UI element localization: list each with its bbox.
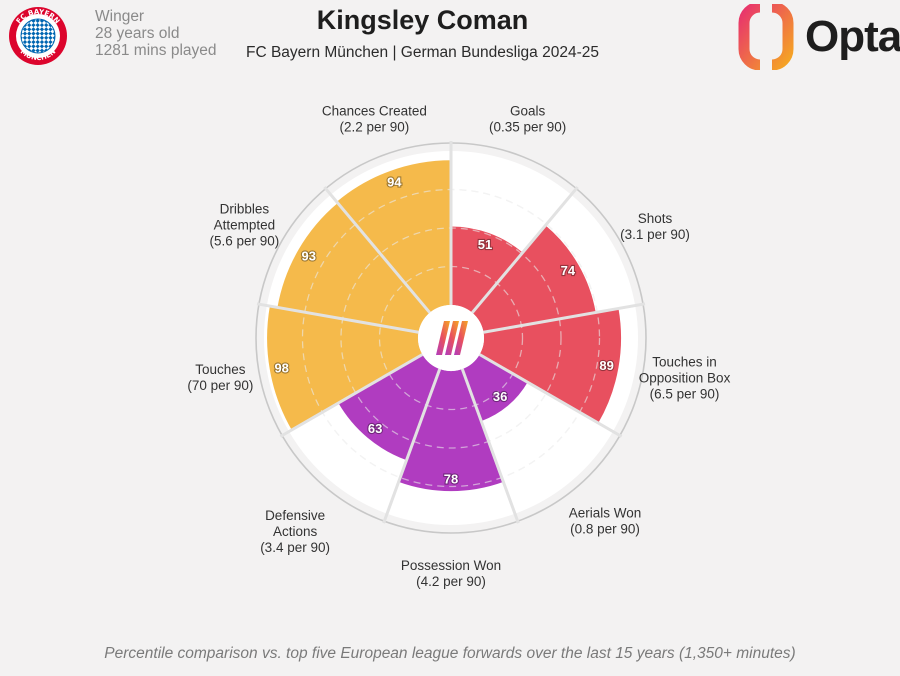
category-label-line: Defensive <box>265 508 325 523</box>
value-label-5: 78 <box>444 472 458 487</box>
category-label-line: (0.8 per 90) <box>570 522 640 537</box>
page-title: Kingsley Coman <box>316 5 529 35</box>
category-label-1: Goals (0.35 per 90) <box>489 104 566 135</box>
bar-3 <box>479 308 622 424</box>
value-label-4: 36 <box>493 389 507 404</box>
category-label-line: (3.4 per 90) <box>260 540 330 555</box>
category-label-line: Chances Created <box>322 104 427 119</box>
footnote: Percentile comparison vs. top five Europ… <box>104 645 796 662</box>
bar-8 <box>277 203 430 333</box>
brand-mark-icon <box>738 1 794 71</box>
page-subtitle: FC Bayern München | German Bundesliga 20… <box>246 44 599 61</box>
category-label-line: Opposition Box <box>639 370 731 385</box>
category-label-line: Possession Won <box>401 558 501 573</box>
value-label-7: 98 <box>274 360 288 375</box>
spoke <box>460 368 520 524</box>
value-label-3: 89 <box>599 358 613 373</box>
spoke <box>471 186 579 314</box>
spoke <box>323 186 431 314</box>
bar-2 <box>472 225 596 333</box>
spoke <box>279 353 424 438</box>
category-label-line: Touches <box>195 362 246 377</box>
category-label-line: Dribbles <box>220 202 270 217</box>
category-label-3: Touches in Opposition Box (6.5 per 90) <box>639 354 731 401</box>
category-label-line: (3.1 per 90) <box>620 227 690 242</box>
category-label-line: (70 per 90) <box>187 378 253 393</box>
hub-stripe <box>445 321 459 355</box>
bar-9 <box>336 160 451 313</box>
header: FC BAYERN MÜNCHEN Winger 28 years old 12… <box>0 0 900 80</box>
category-label-line: (4.2 per 90) <box>416 574 486 589</box>
category-label-6: Defensive Actions (3.4 per 90) <box>260 508 330 555</box>
player-info: Winger 28 years old 1281 mins played <box>95 8 217 59</box>
spoke <box>478 353 623 438</box>
category-label-line: (6.5 per 90) <box>650 386 720 401</box>
category-label-8: Dribbles Attempted (5.6 per 90) <box>210 202 280 249</box>
value-label-9: 94 <box>387 175 402 190</box>
hub-stripe <box>436 321 450 355</box>
category-label-4: Aerials Won (0.8 per 90) <box>569 506 642 537</box>
spoke <box>483 302 646 334</box>
player-minutes: 1281 mins played <box>95 42 217 59</box>
center-brand-icon <box>436 321 468 355</box>
category-label-line: Attempted <box>214 218 276 233</box>
value-label-8: 93 <box>302 248 316 263</box>
category-label-line: Actions <box>273 524 318 539</box>
spoke <box>382 368 442 524</box>
brand-logo: Opta <box>738 1 900 71</box>
category-label-7: Touches (70 per 90) <box>187 362 253 393</box>
player-position: Winger <box>95 8 145 25</box>
club-badge: FC BAYERN MÜNCHEN <box>9 7 67 65</box>
player-age: 28 years old <box>95 25 180 42</box>
value-label-2: 74 <box>561 263 576 278</box>
brand-wordmark: Opta <box>805 12 900 61</box>
spoke <box>256 302 419 334</box>
category-label-line: Goals <box>510 104 546 119</box>
value-label-1: 51 <box>478 237 492 252</box>
bar-5 <box>398 369 504 492</box>
category-label-9: Chances Created (2.2 per 90) <box>322 104 427 135</box>
category-label-line: Touches in <box>652 354 717 369</box>
category-label-line: Shots <box>638 211 673 226</box>
category-label-line: (0.35 per 90) <box>489 120 566 135</box>
value-label-6: 63 <box>368 421 382 436</box>
category-label-2: Shots (3.1 per 90) <box>620 211 690 242</box>
bar-6 <box>338 354 440 461</box>
bar-4 <box>462 354 528 422</box>
bar-1 <box>451 226 523 313</box>
category-label-line: (5.6 per 90) <box>210 234 280 249</box>
category-label-line: (2.2 per 90) <box>339 120 409 135</box>
hub-stripe <box>454 321 468 355</box>
category-label-5: Possession Won (4.2 per 90) <box>401 558 501 589</box>
category-label-line: Aerials Won <box>569 506 642 521</box>
